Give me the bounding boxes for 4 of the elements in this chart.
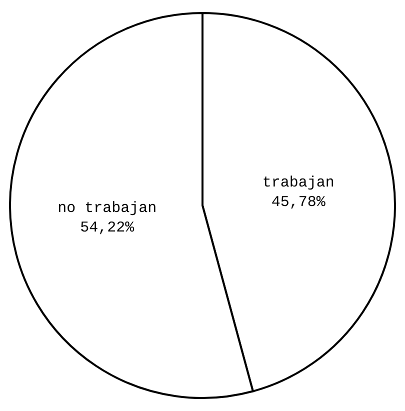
slice-label: trabajan [262,174,334,192]
data-label: 54,22% [80,219,136,236]
slice-label: no trabajan [58,200,157,217]
data-label: 45,78% [271,194,326,211]
